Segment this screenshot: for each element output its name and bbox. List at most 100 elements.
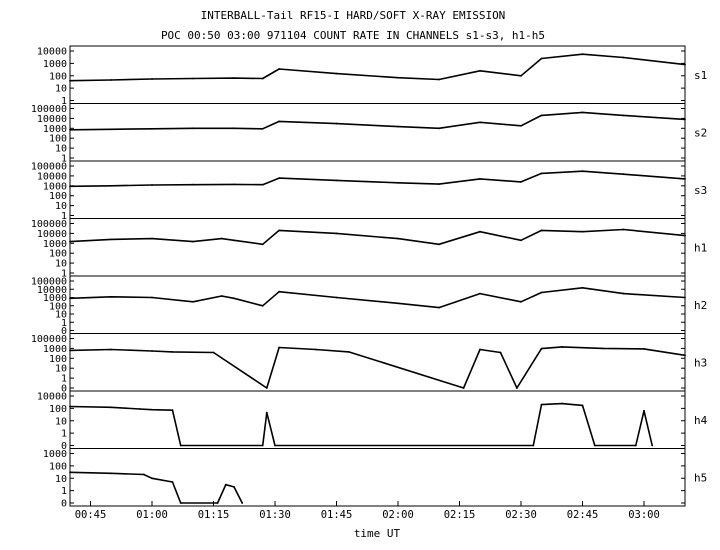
data-point: [278, 290, 280, 293]
data-point: [438, 78, 440, 81]
time-axis: 00:45 01:00 01:15 01:30 01:45 02:00 02:15 02:30…: [75, 501, 660, 521]
panel-frame: [69, 333, 686, 392]
data-point: [192, 300, 194, 303]
chart-subtitle: POC 00:50 03:00 971104 COUNT RATE IN CHA…: [161, 29, 545, 42]
data-point: [622, 228, 625, 231]
data-point: [151, 296, 153, 299]
data-point: [581, 53, 584, 56]
data-point: [479, 230, 481, 233]
y-tick-label: 100: [49, 301, 67, 312]
data-point: [192, 183, 194, 186]
data-point: [261, 127, 264, 130]
series-label: h4: [694, 414, 708, 427]
y-tick-label: 10: [55, 259, 67, 270]
data-point: [110, 238, 112, 241]
data-point: [142, 473, 145, 476]
data-point: [220, 295, 223, 297]
y-tick-label: 100: [49, 249, 67, 260]
data-point: [335, 72, 338, 75]
data-point: [684, 118, 686, 121]
data-point: [520, 239, 522, 242]
data-point: [438, 127, 440, 130]
data-point: [540, 229, 543, 232]
data-point: [69, 297, 71, 300]
data-point: [540, 347, 543, 350]
y-tick-label: 1000: [43, 59, 67, 70]
data-point: [643, 348, 645, 350]
y-tick-label: 0: [61, 326, 67, 337]
data-point: [151, 477, 153, 480]
y-tick-label: 1: [61, 269, 67, 280]
series-label: h3: [694, 356, 707, 369]
data-point: [684, 234, 686, 237]
data-point: [397, 237, 399, 240]
data-point: [520, 124, 522, 127]
x-tick-label: 01:15: [198, 509, 230, 521]
chart-title: INTERBALL-Tail RF15-I HARD/SOFT X-RAY EM…: [201, 9, 506, 22]
data-point: [499, 351, 502, 354]
data-point: [192, 77, 194, 80]
data-point: [520, 300, 522, 303]
data-point: [397, 76, 399, 79]
y-tick-label: 10: [55, 201, 67, 212]
data-point: [274, 444, 276, 447]
data-point: [151, 408, 153, 411]
data-point: [438, 243, 440, 246]
data-point: [110, 295, 112, 298]
y-tick-label: 10: [55, 474, 67, 485]
data-point: [561, 402, 563, 405]
data-point: [581, 170, 584, 173]
y-tick-label: 100: [49, 71, 67, 82]
series-line-h5: [69, 471, 243, 504]
y-tick-label: 10000: [37, 285, 67, 296]
data-point: [233, 183, 235, 186]
series-label: h1: [694, 241, 707, 254]
data-point: [69, 240, 71, 243]
x-tick-label: 02:00: [382, 509, 414, 521]
data-point: [233, 239, 235, 242]
series-line-s2: [69, 111, 686, 131]
data-point: [265, 411, 268, 414]
y-tick-label: 1000: [43, 449, 67, 460]
panel-frame: [69, 275, 686, 334]
data-point: [622, 56, 625, 59]
y-tick-label: 10: [55, 84, 67, 95]
x-tick-label: 01:30: [259, 509, 291, 521]
y-tick-label: 10: [55, 416, 67, 427]
series-line-h2: [69, 287, 686, 309]
data-point: [220, 237, 223, 240]
y-tick-label: 10: [55, 310, 67, 321]
data-point: [684, 178, 686, 180]
y-tick-label: 10: [55, 364, 67, 375]
data-point: [684, 354, 686, 357]
y-tick-label: 1000: [43, 239, 67, 250]
data-point: [540, 114, 543, 117]
data-point: [69, 471, 71, 474]
y-tick-label: 1000: [43, 124, 67, 135]
y-tick-label: 10: [55, 144, 67, 155]
data-point: [110, 406, 112, 409]
data-point: [540, 57, 543, 60]
y-tick-label: 0: [61, 499, 67, 510]
data-point: [540, 403, 543, 406]
data-point: [602, 347, 604, 350]
data-point: [335, 232, 338, 235]
data-point: [261, 183, 264, 186]
x-tick-label: 02:45: [567, 509, 599, 521]
y-tick-label: 1: [61, 486, 67, 497]
data-point: [520, 181, 522, 183]
y-tick-label: 0: [61, 384, 67, 395]
series-label: s3: [694, 184, 707, 197]
data-point: [261, 444, 264, 447]
data-point: [335, 122, 338, 125]
data-point: [171, 351, 174, 353]
data-point: [634, 444, 637, 447]
series-label: s1: [694, 69, 707, 82]
series-label: s2: [694, 126, 707, 139]
panel-frame: [69, 160, 686, 219]
data-point: [532, 444, 535, 447]
data-point: [397, 302, 399, 305]
